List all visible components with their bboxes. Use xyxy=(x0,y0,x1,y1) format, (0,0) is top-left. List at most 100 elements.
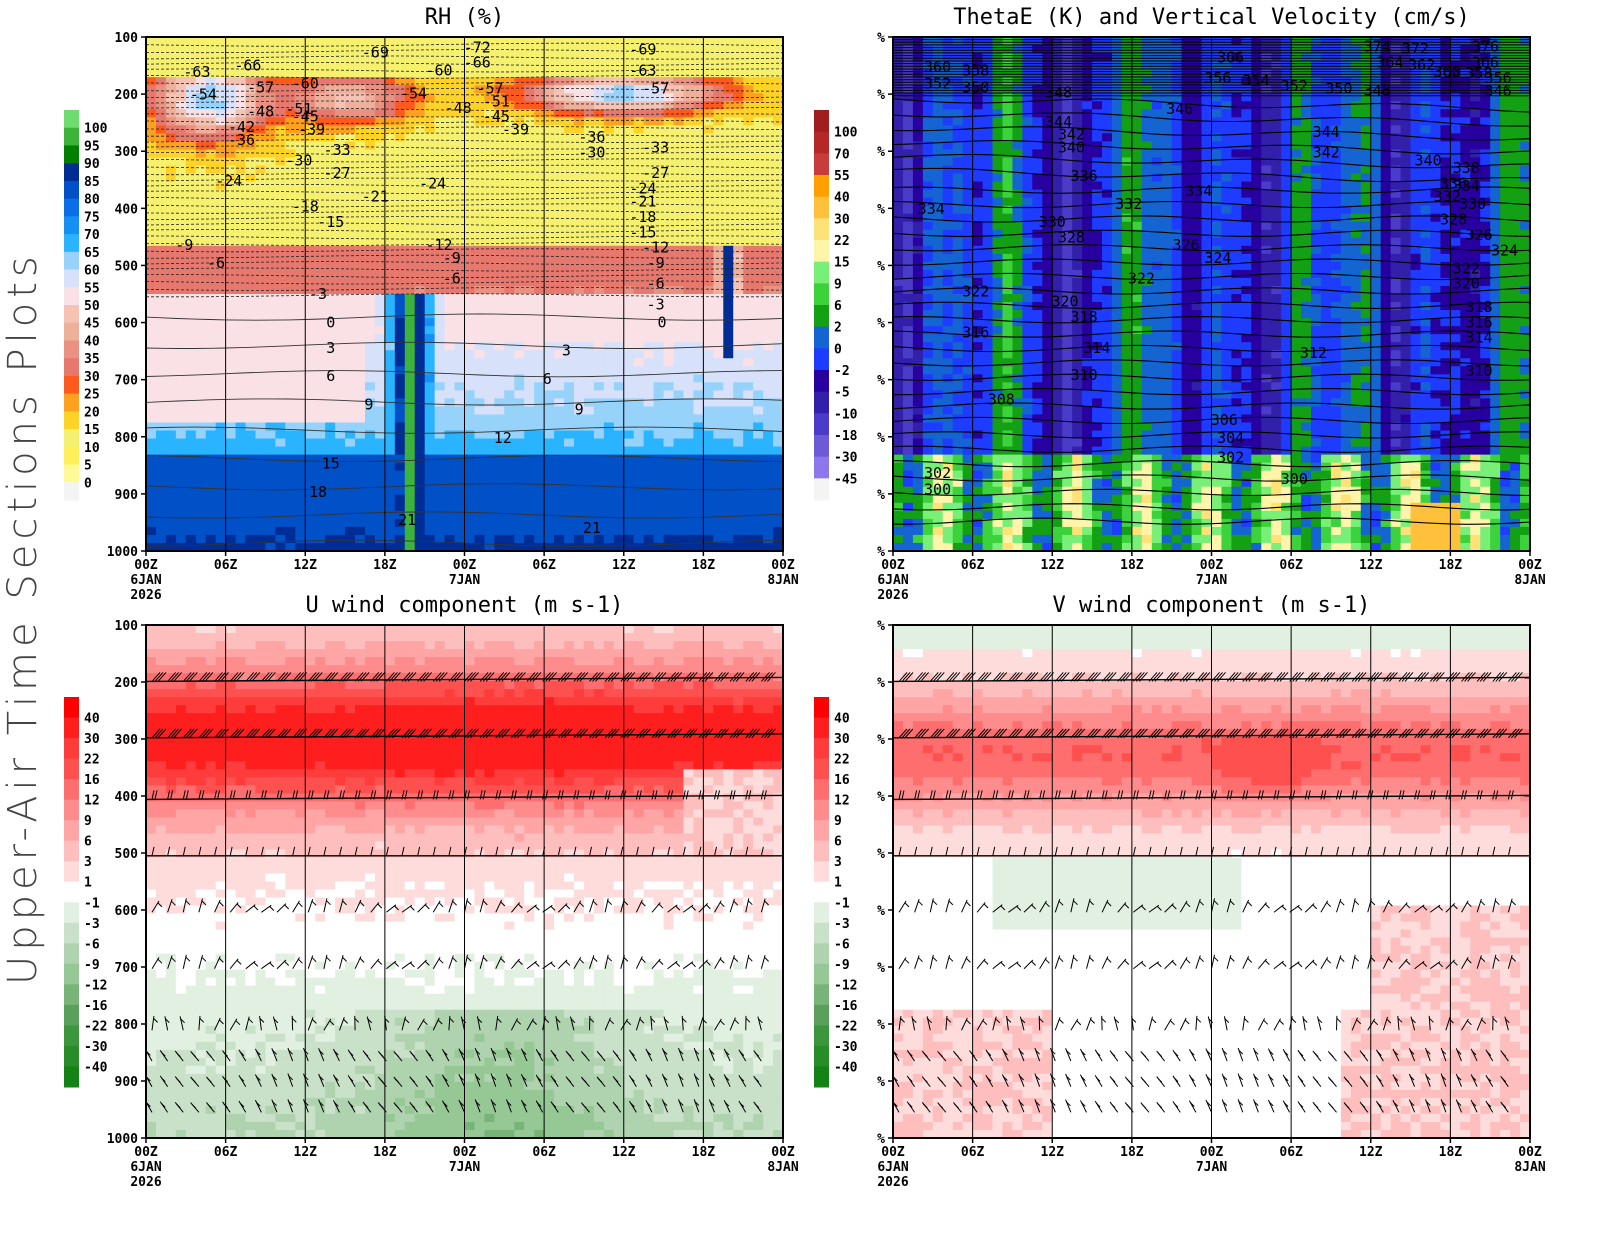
field-cell xyxy=(1092,61,1103,70)
field-cell xyxy=(425,479,436,488)
field-cell xyxy=(494,61,505,70)
field-cell xyxy=(335,278,346,287)
field-cell xyxy=(285,246,296,255)
field-cell xyxy=(644,447,655,456)
field-cell xyxy=(216,101,227,110)
field-cell xyxy=(893,45,904,54)
field-cell xyxy=(713,463,724,472)
field-cell xyxy=(1281,53,1292,62)
field-cell xyxy=(335,182,346,191)
x-tick-label: 12Z xyxy=(294,558,318,573)
field-cell xyxy=(1052,69,1063,78)
field-cell xyxy=(285,358,296,367)
field-cell xyxy=(176,141,187,150)
field-cell xyxy=(614,125,625,134)
field-cell xyxy=(305,390,316,399)
field-cell xyxy=(415,406,426,415)
field-cell xyxy=(1152,61,1163,70)
field-cell xyxy=(156,423,167,432)
field-cell xyxy=(425,206,436,215)
field-cell xyxy=(405,382,416,391)
field-cell xyxy=(664,125,675,134)
field-cell xyxy=(604,190,615,199)
field-cell xyxy=(1291,61,1302,70)
field-cell xyxy=(186,302,197,311)
field-cell xyxy=(634,310,645,319)
field-cell xyxy=(624,342,635,351)
field-cell xyxy=(743,61,754,70)
field-cell xyxy=(375,535,386,544)
field-cell xyxy=(216,350,227,359)
field-cell xyxy=(624,390,635,399)
field-cell xyxy=(514,318,525,327)
field-cell xyxy=(375,117,386,126)
field-cell xyxy=(544,85,555,94)
field-cell xyxy=(1192,45,1203,54)
field-cell xyxy=(355,447,366,456)
field-cell xyxy=(216,342,227,351)
field-cell xyxy=(1271,37,1282,46)
field-cell xyxy=(465,423,476,432)
field-cell xyxy=(226,334,237,343)
field-cell xyxy=(305,53,316,62)
field-cell xyxy=(335,495,346,504)
y-tick-label: 800 xyxy=(115,431,139,446)
field-cell xyxy=(654,374,665,383)
field-cell xyxy=(1082,53,1093,62)
field-cell xyxy=(236,495,247,504)
field-cell xyxy=(693,503,704,512)
contour-label: -57 xyxy=(247,78,274,96)
field-cell xyxy=(544,45,555,54)
field-cell xyxy=(644,527,655,536)
field-cell xyxy=(246,254,257,263)
field-cell xyxy=(246,222,257,231)
field-cell xyxy=(365,374,376,383)
field-cell xyxy=(564,310,575,319)
field-cell xyxy=(216,423,227,432)
field-cell xyxy=(305,334,316,343)
field-cell xyxy=(236,374,247,383)
field-cell xyxy=(246,471,257,480)
field-cell xyxy=(1072,61,1083,70)
field-cell xyxy=(216,439,227,448)
field-cell xyxy=(524,398,535,407)
field-cell xyxy=(405,141,416,150)
field-cell xyxy=(564,431,575,440)
field-cell xyxy=(683,527,694,536)
field-cell xyxy=(614,447,625,456)
field-cell xyxy=(216,414,227,423)
field-cell xyxy=(674,270,685,279)
field-cell xyxy=(425,214,436,223)
field-cell xyxy=(624,334,635,343)
field-cell xyxy=(435,431,446,440)
field-cell xyxy=(275,246,286,255)
field-cell xyxy=(405,350,416,359)
field-cell xyxy=(255,262,266,271)
field-cell xyxy=(445,479,456,488)
field-cell xyxy=(743,326,754,335)
field-cell xyxy=(474,439,485,448)
field-cell xyxy=(1460,93,1471,102)
field-cell xyxy=(385,61,396,70)
field-cell xyxy=(1142,101,1153,110)
field-cell xyxy=(385,117,396,126)
field-cell xyxy=(763,53,774,62)
field-cell xyxy=(365,439,376,448)
field-cell xyxy=(395,262,406,271)
field-cell xyxy=(465,455,476,464)
field-cell xyxy=(146,318,157,327)
field-cell xyxy=(425,527,436,536)
contour-label: -39 xyxy=(502,121,529,139)
field-cell xyxy=(524,487,535,496)
field-cell xyxy=(723,262,734,271)
field-cell xyxy=(325,37,336,46)
field-cell xyxy=(186,455,197,464)
field-cell xyxy=(415,214,426,223)
field-cell xyxy=(763,222,774,231)
field-cell xyxy=(733,487,744,496)
field-cell xyxy=(574,262,585,271)
field-cell xyxy=(345,527,356,536)
field-cell xyxy=(564,182,575,191)
field-cell xyxy=(275,278,286,287)
colorbar-label: 15 xyxy=(84,423,100,438)
